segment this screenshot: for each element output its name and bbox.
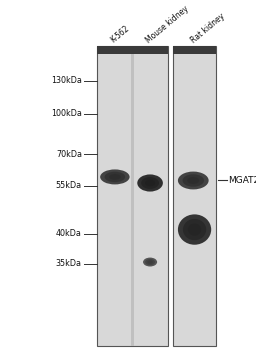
Text: 70kDa: 70kDa <box>56 150 82 159</box>
Ellipse shape <box>178 172 209 190</box>
Ellipse shape <box>137 175 163 192</box>
Text: K-562: K-562 <box>109 24 131 45</box>
Text: 35kDa: 35kDa <box>56 259 82 268</box>
Bar <box>97 46 168 54</box>
Ellipse shape <box>147 260 153 264</box>
Ellipse shape <box>143 257 157 266</box>
Text: MGAT2: MGAT2 <box>228 176 256 185</box>
Text: Rat kidney: Rat kidney <box>189 11 226 45</box>
Bar <box>173 46 216 346</box>
Ellipse shape <box>100 170 130 185</box>
Bar <box>132 54 134 346</box>
Text: 130kDa: 130kDa <box>51 76 82 85</box>
Ellipse shape <box>109 174 121 180</box>
Ellipse shape <box>105 172 125 182</box>
Ellipse shape <box>183 174 204 187</box>
Text: Mouse kidney: Mouse kidney <box>144 4 190 45</box>
Bar <box>173 46 216 54</box>
Ellipse shape <box>183 219 206 240</box>
Text: 40kDa: 40kDa <box>56 229 82 238</box>
Bar <box>97 46 168 346</box>
Ellipse shape <box>178 214 211 245</box>
Ellipse shape <box>141 177 159 189</box>
Ellipse shape <box>145 259 155 265</box>
Ellipse shape <box>145 180 155 186</box>
Ellipse shape <box>188 223 201 236</box>
Text: 100kDa: 100kDa <box>51 109 82 119</box>
Text: 55kDa: 55kDa <box>56 181 82 190</box>
Ellipse shape <box>187 177 199 184</box>
